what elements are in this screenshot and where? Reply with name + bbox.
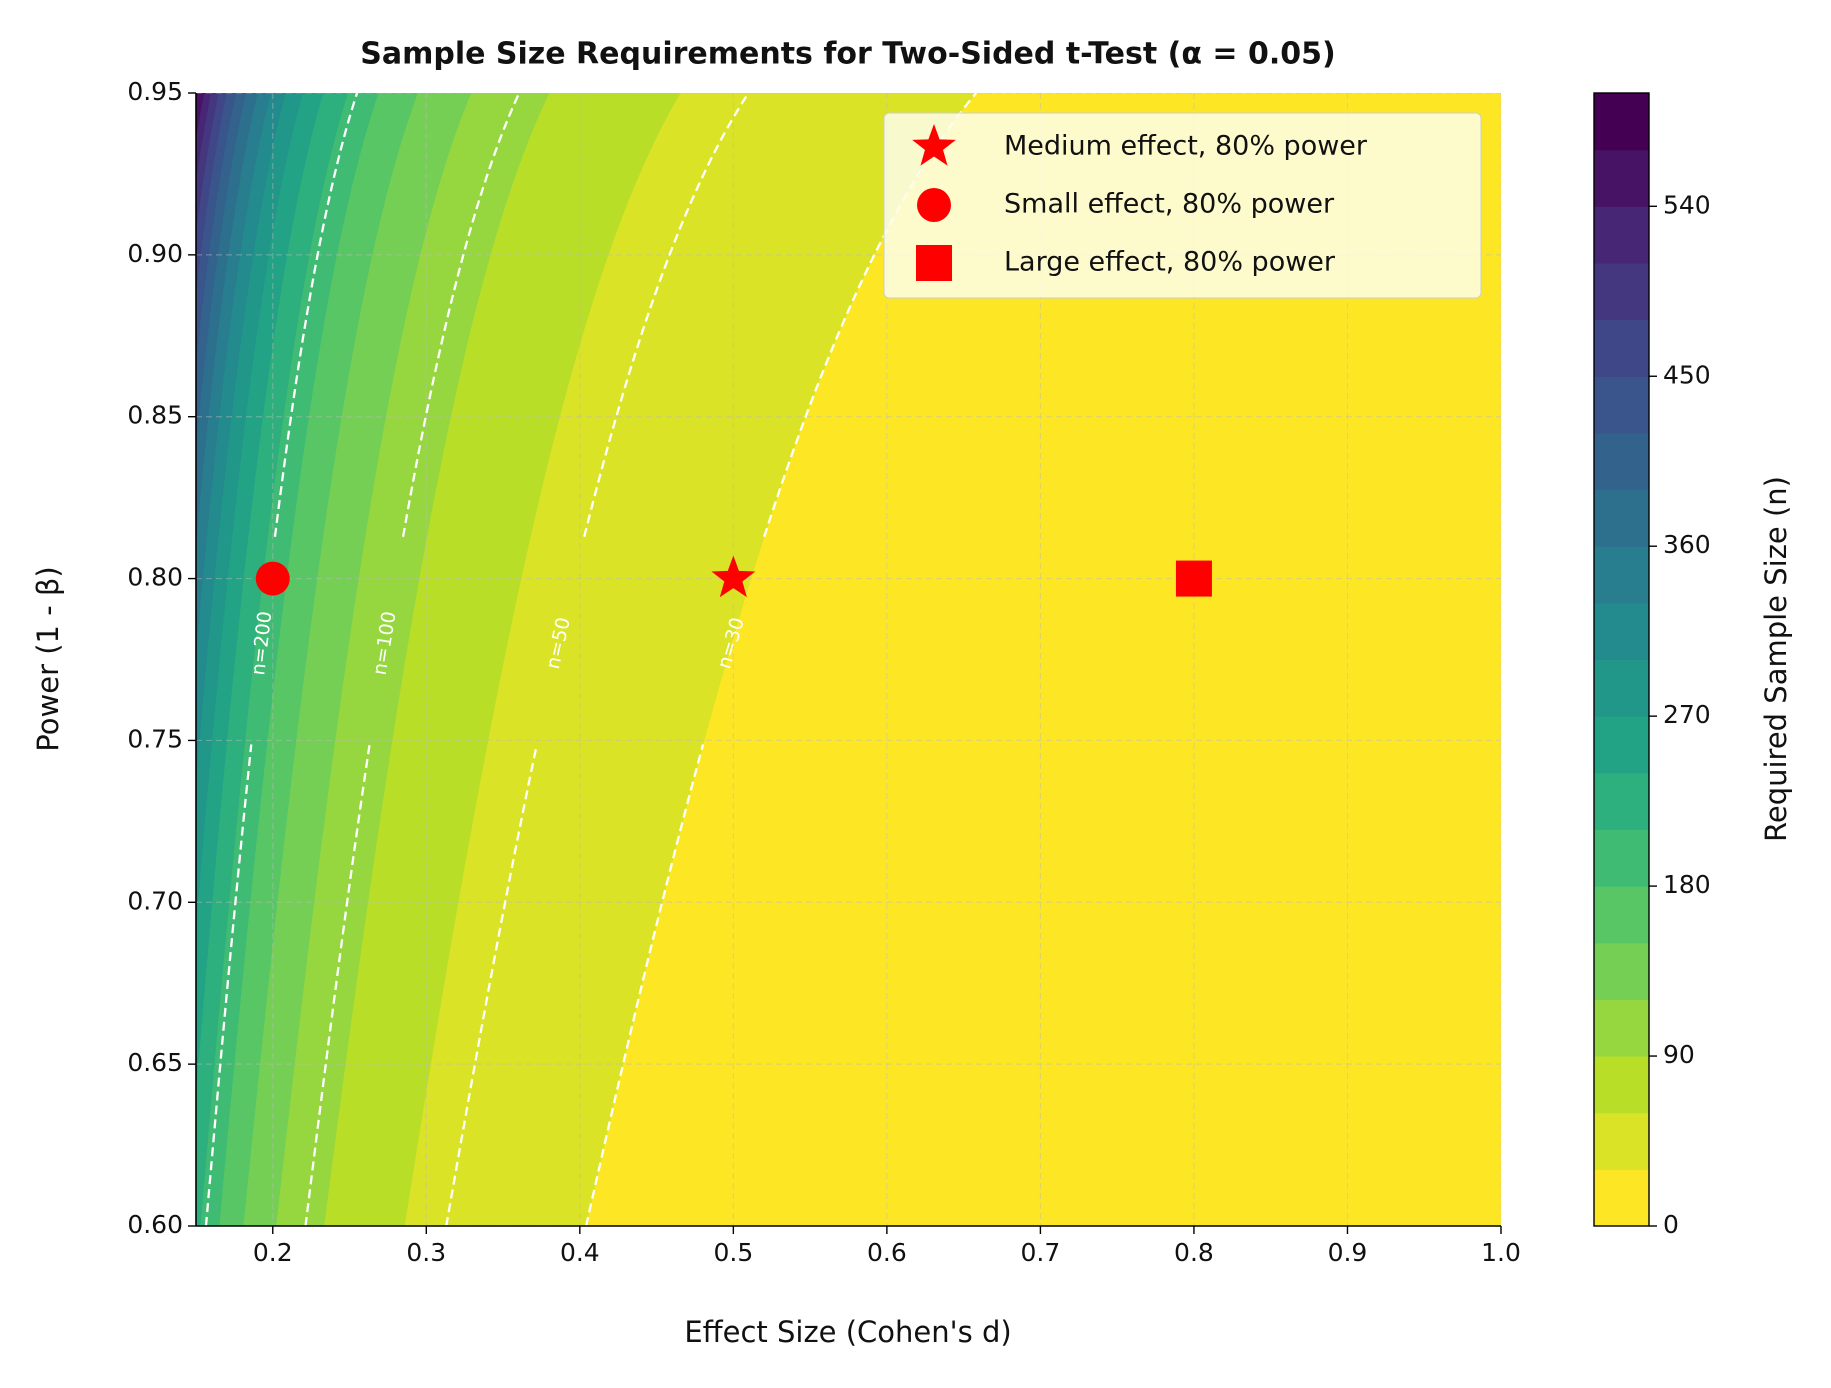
colorbar-tick-label: 90 [1663,1040,1695,1069]
marker-star [711,555,756,598]
marker-circle [917,188,951,222]
colorbar-band [1594,1112,1649,1170]
colorbar-band [1594,206,1649,264]
colorbar-band [1594,1169,1649,1227]
colorbar-band [1594,772,1649,830]
contour-line [583,93,750,538]
y-tick-label: 0.75 [127,724,183,753]
x-tick-label: 0.4 [560,1238,600,1267]
colorbar-band [1594,149,1649,207]
x-tick-label: 0.7 [1021,1238,1061,1267]
x-tick-label: 0.3 [406,1238,446,1267]
y-tick-label: 0.80 [127,563,183,592]
colorbar-band [1594,546,1649,604]
colorbar-tick-label: 0 [1663,1210,1679,1239]
x-tick-label: 1.0 [1481,1238,1521,1267]
colorbar-band [1594,1056,1649,1114]
colorbar-band [1594,319,1649,377]
y-tick-label: 0.95 [127,77,183,106]
colorbar-tick-label: 360 [1663,530,1711,559]
colorbar-tick-label: 540 [1663,190,1711,219]
y-tick-label: 0.90 [127,239,183,268]
colorbar-tick-label: 270 [1663,700,1711,729]
colorbar-band [1594,489,1649,547]
contour-line [204,744,253,1226]
contour-line [445,744,538,1226]
colorbar-band [1594,886,1649,944]
colorbar-band [1594,262,1649,321]
colorbar-label: Required Sample Size (n) [1759,476,1793,842]
legend: Medium effect, 80% power Small effect, 80… [883,112,1482,299]
y-tick-label: 0.65 [127,1048,183,1077]
colorbar-band [1594,999,1649,1057]
contour-line [273,93,359,537]
marker-square [1175,560,1212,597]
colorbar-frame [1593,92,1650,1227]
contour-band [196,93,205,139]
legend-label: Small effect, 80% power [1004,189,1335,220]
chart-title: Sample Size Requirements for Two-Sided t… [360,37,1336,72]
colorbar-band [1594,829,1649,887]
contour-line [584,744,705,1226]
colorbar-tick-label: 180 [1663,870,1711,899]
y-tick-label: 0.85 [127,401,183,430]
marker-circle [255,561,290,596]
colorbar-band [1594,659,1649,717]
legend-box [883,112,1482,299]
marker-square [916,245,952,281]
y-tick-label: 0.60 [127,1210,183,1239]
x-tick-label: 0.9 [1328,1238,1368,1267]
colorbar-band [1594,376,1649,434]
y-axis-label: Power (1 - β) [31,566,65,751]
x-tick-label: 0.2 [253,1238,293,1267]
contour-line [401,93,521,537]
colorbar-band [1594,93,1649,151]
contour-line [304,744,371,1226]
y-tick-label: 0.70 [127,886,183,915]
colorbar-band [1594,432,1649,491]
x-axis-label: Effect Size (Cohen's d) [684,1315,1011,1349]
colorbar-band [1594,942,1649,1000]
legend-label: Large effect, 80% power [1004,247,1336,278]
colorbar-band [1594,602,1649,660]
plot-front: 0.2 0.3 0.4 0.5 0.6 0.7 0.8 0.9 1.0 0.60 0.65 0.70 0… [127,77,1710,1267]
marker-star [912,124,956,166]
contour-line [763,93,978,538]
x-tick-label: 0.8 [1174,1238,1214,1267]
x-tick-label: 0.5 [713,1238,753,1267]
legend-label: Medium effect, 80% power [1004,131,1368,162]
colorbar-tick-label: 450 [1663,360,1711,389]
x-tick-label: 0.6 [867,1238,907,1267]
colorbar-band [1594,716,1649,774]
